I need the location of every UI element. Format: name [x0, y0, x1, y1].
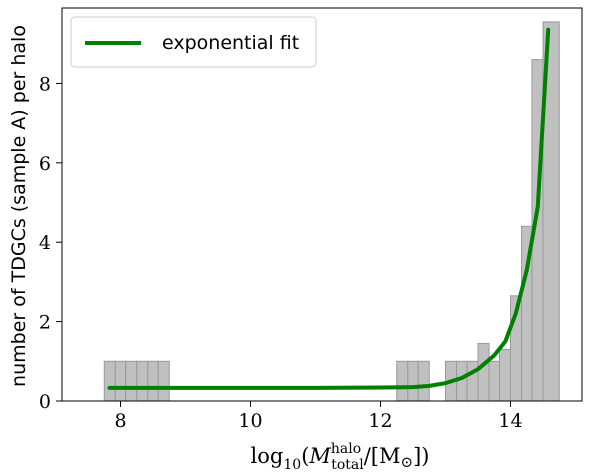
x-tick-label: 14 — [498, 410, 522, 432]
histogram-bar — [136, 360, 149, 402]
y-tick-label: 8 — [39, 73, 51, 95]
x-label-func: log — [251, 444, 284, 468]
x-label-open: ( — [301, 444, 309, 468]
x-label-mass-symbol: M — [308, 444, 331, 468]
histogram-bar — [466, 360, 479, 402]
legend-box — [70, 16, 317, 68]
y-tick-label: 4 — [39, 232, 51, 254]
histogram-bar — [103, 360, 116, 402]
y-tick-label: 2 — [39, 312, 51, 334]
legend: exponential fit — [70, 16, 317, 68]
x-label-sun-symbol: ⊙ — [400, 453, 413, 471]
legend-label: exponential fit — [162, 32, 299, 54]
histogram-bar — [157, 360, 170, 402]
x-label-func-subscript: 10 — [283, 457, 301, 473]
x-axis-ticks: 8 10 12 14 — [114, 401, 523, 432]
x-label-close: ]) — [413, 444, 429, 468]
y-tick-label: 0 — [39, 391, 51, 413]
histogram-bars — [103, 21, 560, 402]
histogram-bar — [498, 348, 512, 402]
fit-line — [107, 27, 551, 390]
x-label-subscript: total — [331, 457, 364, 473]
histogram-bar — [488, 360, 500, 402]
y-axis-ticks: 0 2 4 6 8 — [39, 73, 62, 413]
histogram-bar — [125, 360, 138, 402]
histogram-bar — [396, 360, 409, 402]
y-tick-label: 6 — [39, 153, 51, 175]
x-label-unit: /[M — [364, 444, 401, 468]
y-axis-label: number of TDGCs (sample A) per halo — [8, 25, 30, 387]
fit-lines — [107, 27, 551, 390]
histogram-bar — [477, 342, 490, 402]
x-tick-label: 8 — [114, 410, 126, 432]
x-tick-label: 12 — [368, 410, 392, 432]
x-axis-label: log10(Mhalo total/[M⊙]) — [251, 441, 430, 473]
axes-frame — [61, 7, 583, 402]
histogram-bar — [417, 360, 430, 402]
histogram-bar — [407, 360, 419, 402]
histogram-bar — [147, 360, 159, 402]
plot-area — [103, 21, 560, 402]
x-tick-label: 10 — [238, 410, 262, 432]
histogram-bar — [114, 360, 127, 402]
x-label-superscript: halo — [331, 441, 361, 457]
